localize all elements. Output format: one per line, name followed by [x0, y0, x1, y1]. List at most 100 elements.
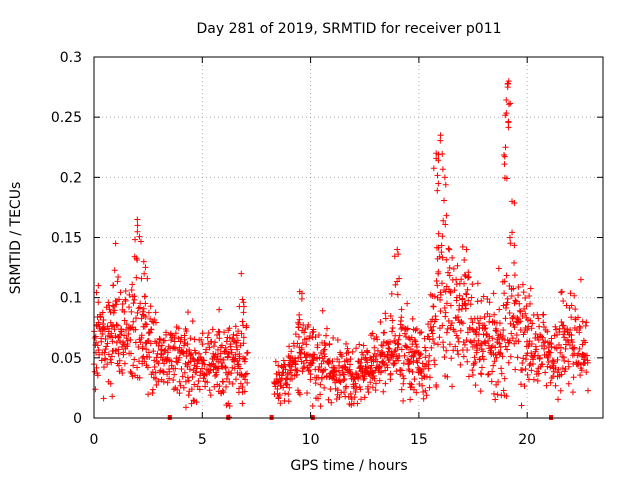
data-point [439, 280, 446, 287]
data-point [149, 389, 156, 396]
data-point [325, 360, 332, 367]
data-point [225, 350, 232, 357]
data-point [472, 382, 479, 389]
data-point-peak [296, 311, 303, 318]
data-point [116, 357, 123, 364]
data-point [502, 343, 509, 350]
data-point [100, 395, 107, 402]
data-point [131, 293, 138, 300]
data-point [577, 276, 584, 283]
data-point [471, 354, 478, 361]
data-point [536, 354, 543, 361]
data-point [358, 356, 365, 363]
data-point [154, 350, 161, 357]
data-point [426, 374, 433, 381]
data-point [100, 316, 107, 323]
data-point [393, 368, 400, 375]
data-point [512, 366, 519, 373]
data-point [480, 356, 487, 363]
data-point [493, 328, 500, 335]
x-tick-label: 0 [90, 432, 99, 448]
data-point [443, 329, 450, 336]
data-point [401, 330, 408, 337]
data-point-peak [503, 110, 510, 117]
data-point [189, 373, 196, 380]
data-point [464, 346, 471, 353]
data-point [526, 362, 533, 369]
data-point [413, 389, 420, 396]
data-point [445, 245, 452, 252]
data-point [552, 364, 559, 371]
data-point [486, 313, 493, 320]
data-point [539, 361, 546, 368]
data-point [144, 275, 151, 282]
data-point [532, 330, 539, 337]
data-point [388, 290, 395, 297]
data-point-peak [435, 180, 442, 187]
data-point [152, 319, 159, 326]
data-point [437, 308, 444, 315]
data-point [99, 330, 106, 337]
data-point [145, 391, 152, 398]
data-point-peak [138, 275, 145, 282]
data-point [182, 339, 189, 346]
data-point [364, 359, 371, 366]
data-point [475, 320, 482, 327]
data-point [147, 303, 154, 310]
data-point [158, 351, 165, 358]
data-point [188, 400, 195, 407]
data-point [447, 289, 454, 296]
data-point [239, 400, 246, 407]
data-point [341, 389, 348, 396]
data-point [372, 387, 379, 394]
data-point [144, 364, 151, 371]
grid-layer [94, 57, 603, 418]
data-point [387, 338, 394, 345]
data-point [539, 334, 546, 341]
data-point-peak [430, 165, 437, 172]
data-point [571, 344, 578, 351]
data-point [540, 319, 547, 326]
data-point [403, 343, 410, 350]
data-point [553, 345, 560, 352]
data-point [170, 386, 177, 393]
data-point-peak [134, 222, 141, 229]
data-point [143, 346, 150, 353]
data-point [450, 265, 457, 272]
data-point [164, 349, 171, 356]
data-point [519, 281, 526, 288]
data-point [315, 332, 322, 339]
data-point [541, 342, 548, 349]
data-point [506, 337, 513, 344]
data-point [106, 306, 113, 313]
data-point [484, 371, 491, 378]
data-point [280, 384, 287, 391]
data-point [518, 402, 525, 409]
data-point [216, 335, 223, 342]
data-point [220, 389, 227, 396]
data-point [495, 334, 502, 341]
data-point [146, 329, 153, 336]
data-point [418, 329, 425, 336]
data-point [214, 346, 221, 353]
data-point [176, 354, 183, 361]
data-point [557, 387, 564, 394]
data-point [370, 372, 377, 379]
data-point [334, 387, 341, 394]
data-point [159, 368, 166, 375]
data-point [344, 345, 351, 352]
data-point [543, 382, 550, 389]
data-point [548, 343, 555, 350]
data-point [240, 322, 247, 329]
data-point [157, 336, 164, 343]
data-point [496, 320, 503, 327]
data-point [468, 294, 475, 301]
data-point [151, 363, 158, 370]
data-point [135, 358, 142, 365]
data-point [105, 299, 112, 306]
data-point [235, 361, 242, 368]
data-point [492, 396, 499, 403]
data-point [436, 334, 443, 341]
data-point [428, 344, 435, 351]
data-point [306, 335, 313, 342]
